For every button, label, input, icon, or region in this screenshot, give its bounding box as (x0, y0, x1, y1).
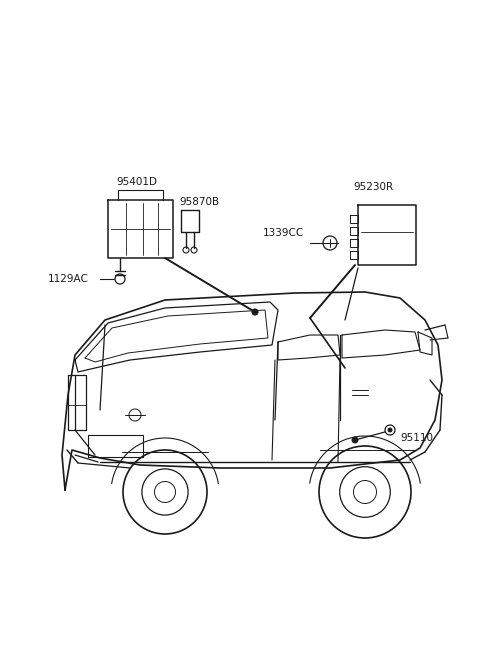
Text: 95230R: 95230R (353, 182, 393, 192)
Text: 95110: 95110 (400, 433, 433, 443)
Text: 95401D: 95401D (116, 177, 157, 187)
Circle shape (352, 437, 358, 443)
Text: 1129AC: 1129AC (48, 274, 89, 284)
Circle shape (252, 309, 258, 315)
Text: 1339CC: 1339CC (263, 228, 304, 238)
Text: 95870B: 95870B (179, 197, 219, 207)
Circle shape (388, 428, 392, 432)
